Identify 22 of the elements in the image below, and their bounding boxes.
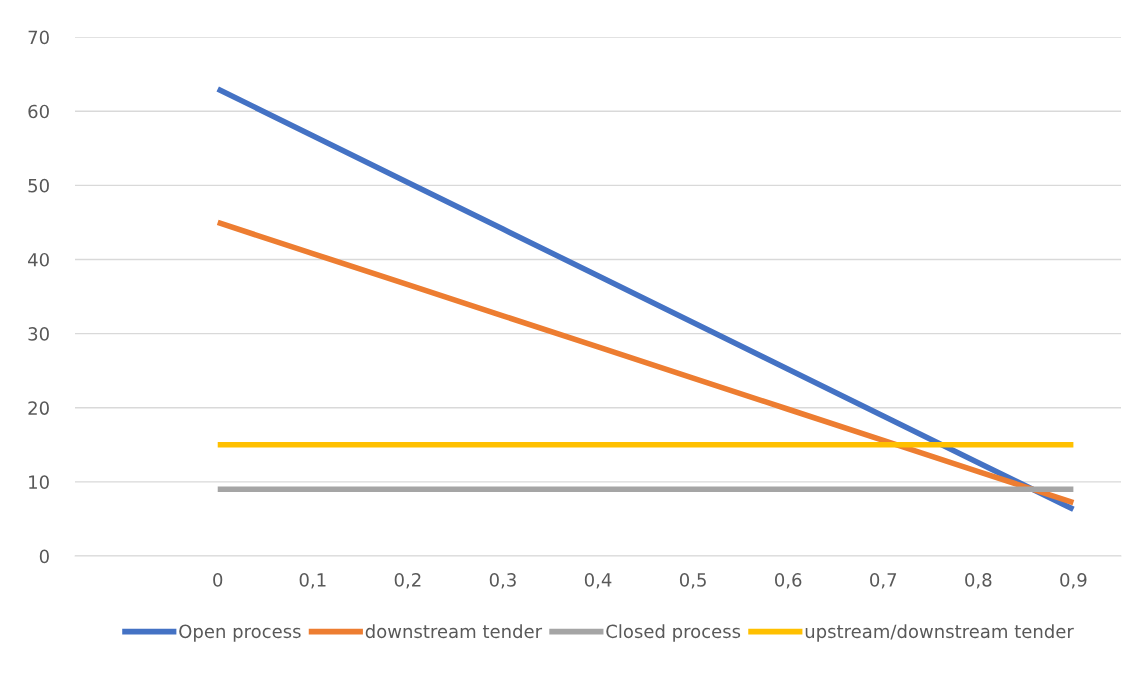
y-tick-label: 60 <box>28 104 49 119</box>
legend-label: Open process <box>179 624 301 642</box>
y-tick-label: 10 <box>29 475 49 490</box>
y-tick-label: 0 <box>39 549 49 564</box>
x-tick-label: 0,1 <box>299 573 326 589</box>
x-tick-label: 0,7 <box>870 573 897 589</box>
x-tick-label: 0,5 <box>679 573 706 589</box>
x-tick-label: 0,9 <box>1060 573 1087 589</box>
y-tick-label: 20 <box>28 401 49 415</box>
y-tick-label: 40 <box>28 252 49 267</box>
legend-label: downstream tender <box>365 624 543 639</box>
x-tick-label: 0,8 <box>965 573 992 589</box>
legend-label: Closed process <box>606 624 741 642</box>
legend-label: upstream/downstream tender <box>805 624 1074 642</box>
x-tick-label: 0,4 <box>584 573 612 589</box>
y-tick-label: 30 <box>28 327 49 341</box>
x-tick-label: 0,6 <box>775 573 802 589</box>
y-tick-label: 50 <box>28 178 49 193</box>
x-tick-label: 0 <box>213 573 223 587</box>
y-tick-label: 70 <box>28 30 49 45</box>
x-tick-label: 0,2 <box>394 573 421 589</box>
x-tick-label: 0,3 <box>489 573 516 589</box>
